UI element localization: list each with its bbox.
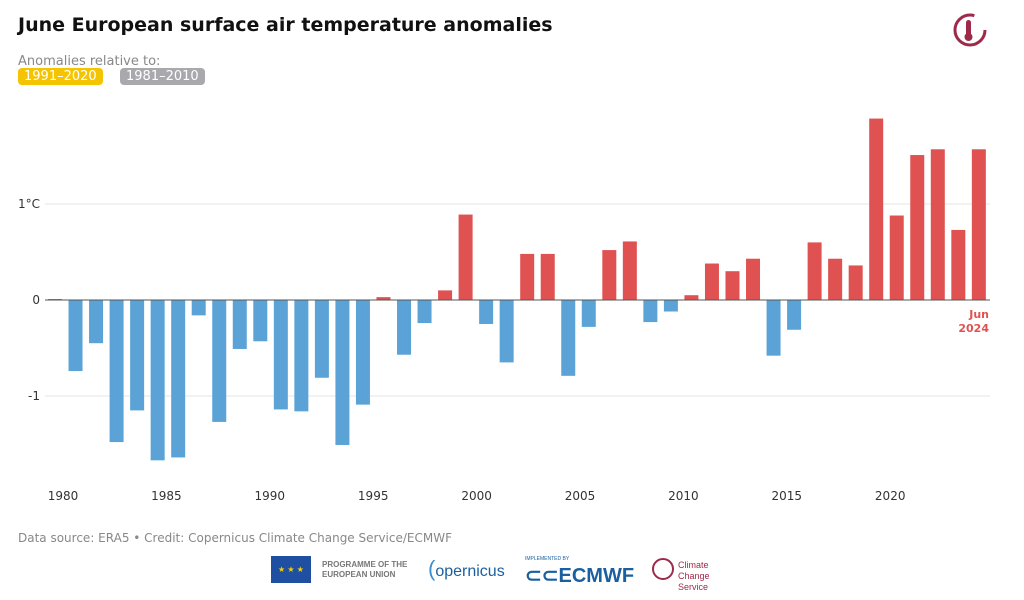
bar-1981 (89, 300, 104, 344)
bar-2000 (479, 300, 494, 324)
bar-2014 (766, 300, 781, 356)
eu-flag-icon: ★ ★ ★ (271, 556, 311, 583)
ecmwf-logo: ⊂⊂ECMWF (525, 565, 635, 587)
c3s-text: Climate Change Service (678, 560, 710, 592)
bar-1996 (397, 300, 412, 355)
bar-2008 (643, 300, 658, 323)
bar-2020 (889, 215, 904, 300)
bar-1982 (109, 300, 124, 443)
x-tick-label: 2015 (772, 489, 803, 503)
x-tick-label: 2000 (461, 489, 492, 503)
bar-1991 (294, 300, 309, 412)
bar-2023 (951, 229, 966, 300)
annotation-year: 2024 (958, 322, 989, 335)
c3s-logo-icon (652, 558, 674, 580)
bar-2017 (828, 258, 843, 300)
x-tick-label: 2005 (565, 489, 596, 503)
bar-2024 (971, 149, 986, 300)
x-tick-label: 1980 (48, 489, 79, 503)
y-tick-label: -1 (28, 389, 40, 403)
x-tick-label: 1995 (358, 489, 389, 503)
bar-2010 (684, 295, 699, 300)
bar-1986 (191, 300, 206, 316)
bar-2001 (499, 300, 514, 363)
copernicus-text: opernicus (435, 563, 505, 580)
baseline-1991-2020-button[interactable]: 1991–2020 (18, 68, 103, 85)
bar-2015 (787, 300, 802, 330)
x-tick-label: 1990 (255, 489, 286, 503)
bar-2018 (848, 265, 863, 300)
bar-1992 (314, 300, 329, 378)
bar-1983 (130, 300, 145, 411)
bar-1987 (212, 300, 227, 422)
eu-programme-text: PROGRAMME OF THE EUROPEAN UNION (322, 560, 408, 579)
baseline-label: Anomalies relative to: (18, 54, 161, 69)
bar-2019 (869, 118, 884, 300)
chart-title: June European surface air temperature an… (18, 14, 553, 36)
bar-1993 (335, 300, 350, 445)
bar-1998 (438, 290, 453, 300)
bar-2006 (602, 250, 617, 300)
x-tick-label: 2010 (668, 489, 699, 503)
bar-2012 (725, 271, 740, 300)
x-tick-label: 1985 (151, 489, 182, 503)
bar-2009 (663, 300, 678, 312)
bar-1984 (150, 300, 165, 461)
annotation-month: Jun (968, 308, 989, 321)
bar-2005 (581, 300, 596, 327)
bar-1990 (273, 300, 288, 410)
bar-1994 (355, 300, 370, 405)
bar-2004 (561, 300, 576, 376)
bar-1997 (417, 300, 432, 324)
bar-2002 (520, 253, 535, 300)
baseline-1981-2010-button[interactable]: 1981–2010 (120, 68, 205, 85)
data-source: Data source: ERA5 • Credit: Copernicus C… (18, 531, 452, 545)
y-tick-label: 0 (32, 293, 40, 307)
bar-2021 (910, 155, 925, 300)
bar-2022 (930, 149, 945, 300)
bar-1995 (376, 297, 391, 300)
bar-2007 (622, 241, 637, 300)
y-tick-label: 1°C (18, 197, 40, 211)
bar-1999 (458, 214, 473, 300)
bar-1989 (253, 300, 268, 342)
x-tick-label: 2020 (875, 489, 906, 503)
bar-2013 (746, 258, 761, 300)
bar-2003 (540, 253, 555, 300)
bar-1980 (68, 300, 83, 372)
copernicus-logo: (opernicus (428, 556, 505, 581)
ecmwf-text: ECMWF (558, 565, 635, 587)
bar-1985 (171, 300, 186, 458)
bar-1988 (232, 300, 247, 349)
bar-2011 (704, 263, 719, 300)
ecmwf-small-text: IMPLEMENTED BY (525, 556, 570, 562)
bar-2016 (807, 242, 822, 300)
